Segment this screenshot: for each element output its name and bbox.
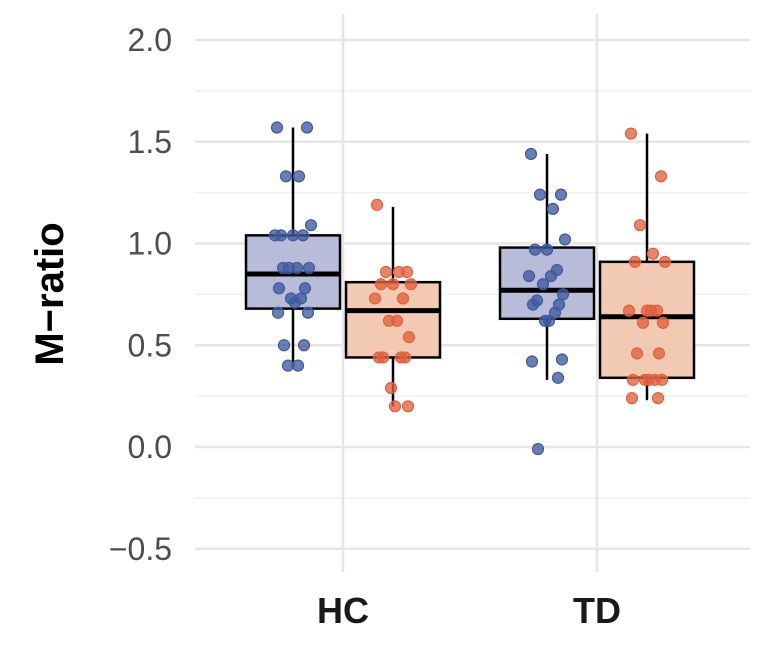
data-point xyxy=(301,306,315,319)
data-point xyxy=(656,316,670,329)
data-point xyxy=(546,202,560,216)
data-point xyxy=(401,400,415,413)
data-point xyxy=(281,359,295,372)
y-tick-labels: −0.5 0.0 0.5 1.0 1.5 2.0 xyxy=(109,22,172,567)
data-point xyxy=(540,243,554,256)
x-category-labels: HC TD xyxy=(317,590,621,631)
data-point xyxy=(297,339,311,352)
data-point xyxy=(382,314,396,327)
data-point xyxy=(655,373,669,386)
data-point xyxy=(296,229,310,242)
x-category-label: HC xyxy=(317,590,369,631)
data-point xyxy=(531,442,545,456)
data-point xyxy=(544,269,558,283)
data-point xyxy=(402,331,416,344)
data-point xyxy=(644,304,658,317)
data-point xyxy=(642,373,656,386)
y-tick-label: 2.0 xyxy=(128,22,172,58)
data-point xyxy=(555,353,569,366)
data-point xyxy=(388,400,402,413)
data-point xyxy=(286,229,300,242)
data-point xyxy=(646,247,660,260)
data-point xyxy=(551,371,565,384)
data-point xyxy=(622,304,636,317)
data-point xyxy=(272,282,286,295)
data-point xyxy=(536,278,550,291)
data-point xyxy=(276,261,290,275)
grid-lines xyxy=(195,14,750,572)
data-point xyxy=(277,339,291,352)
y-axis-title: M−ratio xyxy=(28,222,72,365)
data-point xyxy=(533,188,547,201)
data-point xyxy=(394,351,408,364)
y-tick-label: −0.5 xyxy=(109,531,172,567)
points-layer xyxy=(268,121,672,456)
data-point xyxy=(368,292,382,305)
data-point xyxy=(384,381,398,395)
data-point xyxy=(651,392,665,405)
data-point xyxy=(528,243,542,256)
data-point xyxy=(522,269,536,283)
data-point xyxy=(392,265,406,279)
data-point xyxy=(542,314,556,327)
data-point xyxy=(526,298,540,311)
data-point xyxy=(396,292,410,305)
data-point xyxy=(558,233,572,246)
data-point xyxy=(625,392,639,405)
data-point xyxy=(370,198,384,211)
y-tick-label: 0.5 xyxy=(128,327,172,363)
data-point xyxy=(268,229,282,242)
data-point xyxy=(624,127,638,140)
data-point xyxy=(626,373,640,386)
data-point xyxy=(298,282,312,295)
data-point xyxy=(654,170,668,183)
box-iqr xyxy=(598,260,696,380)
data-point xyxy=(652,347,666,360)
data-point xyxy=(291,359,305,372)
data-point xyxy=(279,170,293,183)
data-point xyxy=(628,255,642,268)
x-category-label: TD xyxy=(573,590,621,631)
y-tick-label: 1.0 xyxy=(128,226,172,262)
data-point xyxy=(292,170,306,183)
data-point xyxy=(270,121,284,134)
data-point xyxy=(524,147,538,161)
data-point xyxy=(304,219,318,232)
data-point xyxy=(525,355,539,368)
y-tick-label: 0.0 xyxy=(128,429,172,465)
y-tick-label: 1.5 xyxy=(128,124,172,160)
data-point xyxy=(372,351,386,364)
data-point xyxy=(633,219,647,232)
data-point xyxy=(636,316,650,329)
data-point xyxy=(630,347,644,360)
data-point xyxy=(379,265,393,279)
data-point xyxy=(374,278,388,291)
data-point xyxy=(302,261,316,275)
data-point xyxy=(658,255,672,268)
data-point xyxy=(556,288,570,301)
data-point xyxy=(548,306,562,319)
data-point xyxy=(271,306,285,319)
data-point xyxy=(386,278,400,291)
data-point xyxy=(554,188,568,201)
data-point xyxy=(404,278,418,291)
data-point xyxy=(300,121,314,134)
data-point xyxy=(288,296,302,309)
